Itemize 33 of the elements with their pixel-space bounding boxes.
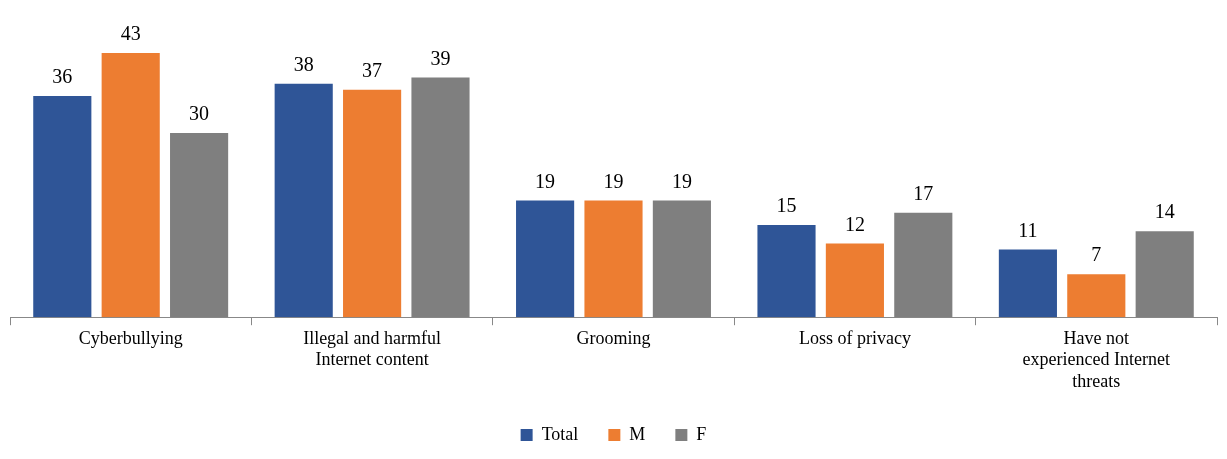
data-label: 43 (120, 22, 141, 45)
data-label: 12 (844, 212, 865, 235)
x-tick-label: Have not experienced Internet threats (1022, 327, 1171, 391)
data-label: 19 (671, 169, 692, 192)
data-label: 14 (1154, 200, 1175, 223)
x-tick-label: Loss of privacy (798, 327, 911, 348)
x-tick-label: Illegal and harmful Internet content (303, 327, 442, 370)
bar (343, 89, 402, 318)
x-tick-label: Cyberbullying (78, 327, 183, 348)
data-label: 30 (189, 102, 210, 125)
bar (101, 53, 160, 318)
legend-label: F (696, 423, 707, 444)
data-label: 7 (1091, 243, 1102, 266)
bar (998, 249, 1057, 318)
bar (274, 83, 333, 318)
data-label: 19 (535, 169, 556, 192)
bar (33, 96, 92, 318)
bar (757, 225, 816, 318)
bar (516, 200, 575, 318)
data-label: 37 (362, 59, 383, 82)
bar (825, 243, 884, 318)
data-label: 38 (293, 52, 314, 75)
legend-label: Total (541, 423, 579, 444)
data-label: 15 (776, 194, 797, 217)
data-label: 36 (52, 65, 73, 88)
data-label: 39 (430, 46, 451, 69)
bar (584, 200, 643, 318)
bar (1067, 274, 1126, 318)
legend-label: M (629, 423, 646, 444)
data-label: 17 (913, 182, 934, 204)
x-tick-label: Grooming (576, 327, 651, 348)
data-label: 19 (603, 169, 624, 192)
data-label: 11 (1018, 218, 1038, 241)
